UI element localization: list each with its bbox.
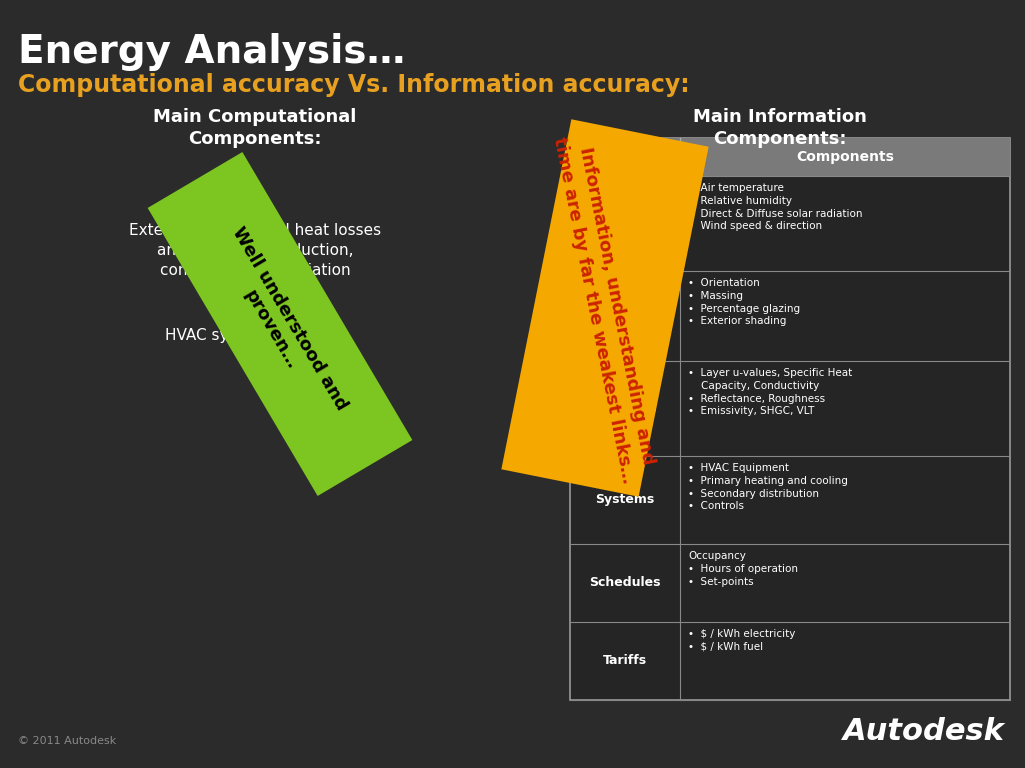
Text: Autodesk: Autodesk bbox=[844, 717, 1004, 746]
Text: Systems: Systems bbox=[596, 494, 655, 507]
Text: •  HVAC Equipment
•  Primary heating and cooling
•  Secondary distribution
•  Co: • HVAC Equipment • Primary heating and c… bbox=[688, 463, 848, 511]
Text: Energy Analysis…: Energy Analysis… bbox=[18, 33, 405, 71]
Text: Main Computational
Components:: Main Computational Components: bbox=[154, 108, 357, 148]
Polygon shape bbox=[148, 152, 412, 496]
Text: Main Information
Components:: Main Information Components: bbox=[693, 108, 867, 148]
Text: •  $ / kWh electricity
•  $ / kWh fuel: • $ / kWh electricity • $ / kWh fuel bbox=[688, 629, 795, 652]
Text: Information, understanding and
time are by far the weakest links…: Information, understanding and time are … bbox=[550, 131, 660, 485]
Text: Well understood and
proven…: Well understood and proven… bbox=[209, 223, 351, 425]
Text: Computational accuracy Vs. Information accuracy:: Computational accuracy Vs. Information a… bbox=[18, 73, 690, 97]
Text: Occupancy
•  Hours of operation
•  Set-points: Occupancy • Hours of operation • Set-poi… bbox=[688, 551, 798, 587]
Text: •  Air temperature
•  Relative humidity
•  Direct & Diffuse solar radiation
•  W: • Air temperature • Relative humidity • … bbox=[688, 183, 862, 231]
Text: Materials: Materials bbox=[592, 402, 658, 415]
Text: Schedules: Schedules bbox=[589, 577, 661, 590]
FancyBboxPatch shape bbox=[570, 138, 1010, 700]
Text: HVAC system efficiency: HVAC system efficiency bbox=[165, 328, 345, 343]
Text: •  Orientation
•  Massing
•  Percentage glazing
•  Exterior shading: • Orientation • Massing • Percentage gla… bbox=[688, 278, 801, 326]
Text: © 2011 Autodesk: © 2011 Autodesk bbox=[18, 736, 116, 746]
Text: Tariffs: Tariffs bbox=[603, 654, 647, 667]
Text: External and internal heat losses
and gains via conduction,
convection and radia: External and internal heat losses and ga… bbox=[129, 223, 381, 277]
Text: Form /
Layout: Form / Layout bbox=[602, 302, 649, 330]
Text: •  Layer u-values, Specific Heat
    Capacity, Conductivity
•  Reflectance, Roug: • Layer u-values, Specific Heat Capacity… bbox=[688, 368, 852, 416]
Polygon shape bbox=[501, 119, 708, 497]
Text: Components: Components bbox=[796, 150, 894, 164]
Text: Driver: Driver bbox=[601, 150, 649, 164]
FancyBboxPatch shape bbox=[570, 138, 1010, 176]
Text: Climate: Climate bbox=[599, 217, 652, 230]
